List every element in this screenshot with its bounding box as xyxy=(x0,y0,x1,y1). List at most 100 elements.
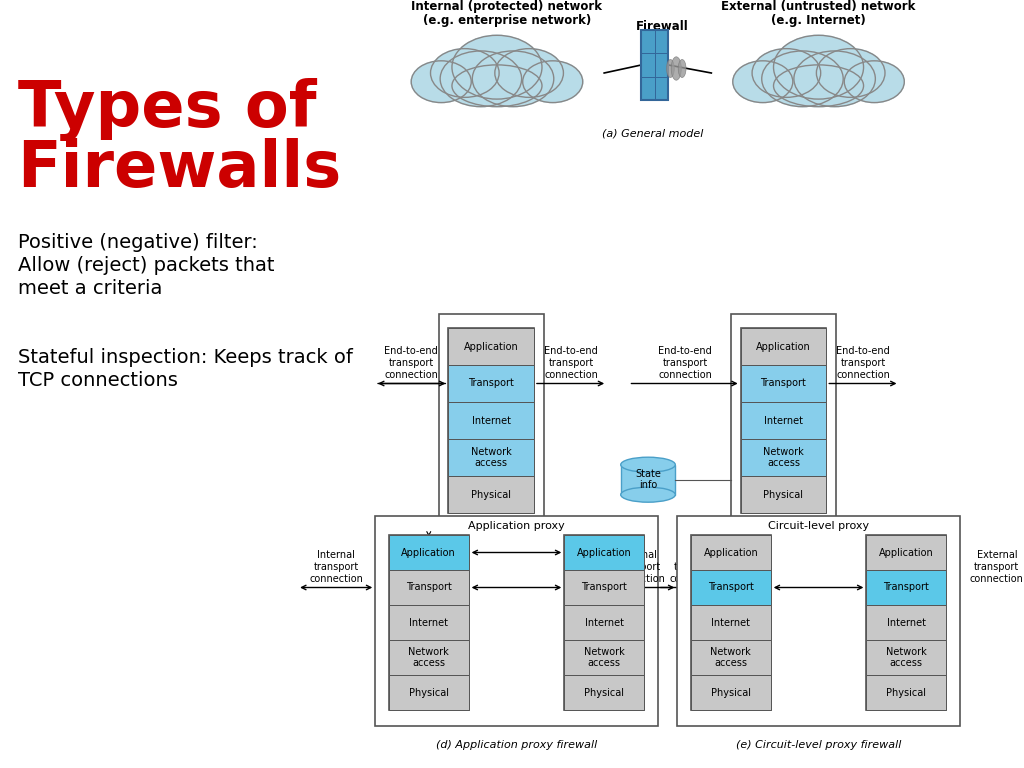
Text: End-to-end
transport
connection: End-to-end transport connection xyxy=(658,346,712,379)
Text: (b) Packet filtering firewall: (b) Packet filtering firewall xyxy=(417,541,565,551)
Text: Application: Application xyxy=(464,342,518,352)
Ellipse shape xyxy=(440,51,521,107)
Text: (c) Stateful inspection firewall: (c) Stateful inspection firewall xyxy=(700,541,867,551)
Bar xyxy=(564,605,644,640)
Ellipse shape xyxy=(472,51,554,107)
Bar xyxy=(449,365,534,402)
Ellipse shape xyxy=(844,61,904,103)
Bar xyxy=(389,675,469,710)
Text: Network
access: Network access xyxy=(409,647,450,668)
Ellipse shape xyxy=(452,65,542,107)
Text: Internet: Internet xyxy=(712,617,751,627)
Bar xyxy=(740,328,826,513)
Text: (e) Circuit-level proxy firewall: (e) Circuit-level proxy firewall xyxy=(736,740,901,750)
Bar xyxy=(449,439,534,476)
Bar xyxy=(564,535,644,710)
Ellipse shape xyxy=(430,48,499,98)
Text: External
transport
connection: External transport connection xyxy=(970,551,1024,584)
Text: Allow (reject) packets that: Allow (reject) packets that xyxy=(17,256,274,275)
Ellipse shape xyxy=(678,59,686,78)
Text: State
info: State info xyxy=(635,469,660,491)
Text: Application: Application xyxy=(879,548,934,558)
Bar xyxy=(564,570,644,605)
Bar xyxy=(691,640,771,675)
Bar xyxy=(449,402,534,439)
Text: Transport: Transport xyxy=(708,582,754,592)
Bar xyxy=(438,314,544,521)
Ellipse shape xyxy=(667,59,675,78)
Text: Transport: Transport xyxy=(761,379,806,389)
Bar xyxy=(691,570,771,605)
Text: Stateful inspection: Keeps track of: Stateful inspection: Keeps track of xyxy=(17,348,352,367)
Bar xyxy=(449,476,534,513)
Bar xyxy=(449,328,534,365)
Text: Network
access: Network access xyxy=(471,447,512,468)
Bar xyxy=(731,314,836,521)
Text: (a) General model: (a) General model xyxy=(602,128,703,138)
Text: Transport: Transport xyxy=(468,379,514,389)
Text: TCP connections: TCP connections xyxy=(17,371,177,390)
Ellipse shape xyxy=(671,57,681,80)
Bar xyxy=(564,535,644,570)
Bar xyxy=(389,535,469,710)
Bar xyxy=(389,570,469,605)
Bar xyxy=(389,640,469,675)
Text: Internet: Internet xyxy=(764,415,803,425)
Bar xyxy=(375,516,657,726)
Ellipse shape xyxy=(773,65,863,107)
Bar xyxy=(691,535,771,570)
Bar xyxy=(564,675,644,710)
Text: External
transport
connection: External transport connection xyxy=(670,551,724,584)
Text: (e.g. Internet): (e.g. Internet) xyxy=(771,14,866,27)
Text: Physical: Physical xyxy=(471,489,511,499)
Bar xyxy=(449,328,534,513)
Text: Physical: Physical xyxy=(584,687,625,697)
Text: Application: Application xyxy=(756,342,811,352)
Text: Application: Application xyxy=(577,548,632,558)
Bar xyxy=(866,570,946,605)
Bar xyxy=(740,476,826,513)
Ellipse shape xyxy=(412,61,471,103)
Text: End-to-end
transport
connection: End-to-end transport connection xyxy=(384,346,438,379)
Bar xyxy=(740,402,826,439)
Text: Circuit-level proxy: Circuit-level proxy xyxy=(768,521,869,531)
Ellipse shape xyxy=(621,457,675,472)
Ellipse shape xyxy=(762,51,843,107)
Text: End-to-end
transport
connection: End-to-end transport connection xyxy=(837,346,890,379)
Bar xyxy=(740,328,826,365)
Bar xyxy=(691,605,771,640)
Bar xyxy=(740,439,826,476)
Text: Network
access: Network access xyxy=(584,647,625,668)
Text: Network
access: Network access xyxy=(886,647,927,668)
Ellipse shape xyxy=(452,35,542,99)
Bar xyxy=(389,535,469,570)
Text: Application: Application xyxy=(703,548,758,558)
Ellipse shape xyxy=(794,51,876,107)
Bar xyxy=(677,516,959,726)
Ellipse shape xyxy=(773,35,863,99)
Ellipse shape xyxy=(522,61,583,103)
Bar xyxy=(866,675,946,710)
Text: Internet: Internet xyxy=(410,617,449,627)
Text: External (untrusted) network: External (untrusted) network xyxy=(721,0,915,13)
Text: Transport: Transport xyxy=(582,582,627,592)
Text: Internal
transport
connection: Internal transport connection xyxy=(309,551,364,584)
Text: Types of: Types of xyxy=(17,78,316,141)
Text: Application: Application xyxy=(401,548,456,558)
Text: Physical: Physical xyxy=(886,687,927,697)
Bar xyxy=(641,30,669,100)
Bar xyxy=(740,365,826,402)
Bar xyxy=(866,605,946,640)
Text: Physical: Physical xyxy=(711,687,751,697)
Text: (d) Application proxy firewall: (d) Application proxy firewall xyxy=(436,740,597,750)
Text: Internal (protected) network: Internal (protected) network xyxy=(412,0,602,13)
Ellipse shape xyxy=(816,48,885,98)
Text: Transport: Transport xyxy=(884,582,929,592)
Text: Internet: Internet xyxy=(887,617,926,627)
Bar xyxy=(389,605,469,640)
Text: Application proxy: Application proxy xyxy=(468,521,565,531)
Bar xyxy=(621,465,675,495)
Text: Network
access: Network access xyxy=(711,647,752,668)
Ellipse shape xyxy=(752,48,820,98)
Bar xyxy=(691,675,771,710)
